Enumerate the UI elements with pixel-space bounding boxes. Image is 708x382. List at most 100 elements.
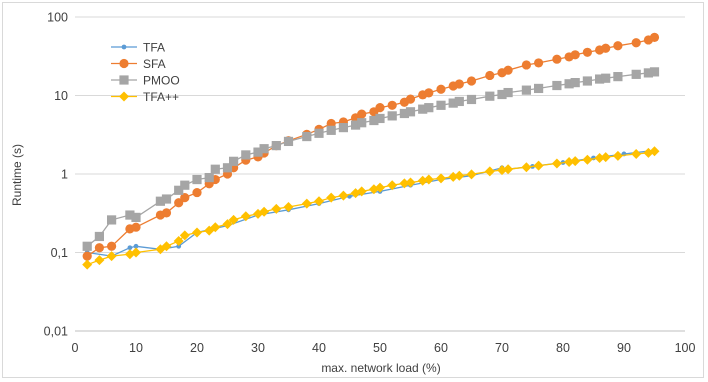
data-point bbox=[107, 242, 116, 251]
chart-frame: 0,01 0,1 1 10 100 0 10 20 30 40 50 60 70 80 90 100 Run… bbox=[2, 2, 704, 378]
data-point bbox=[571, 78, 580, 87]
legend-label: TFA++ bbox=[143, 90, 179, 104]
legend-entry-tfaplusplus: TFA++ bbox=[111, 90, 179, 104]
data-point bbox=[534, 58, 543, 67]
data-point bbox=[601, 74, 610, 83]
data-point bbox=[406, 94, 415, 103]
y-tick-label: 1 bbox=[61, 168, 68, 182]
data-point bbox=[229, 157, 238, 166]
x-tick-label: 60 bbox=[434, 341, 448, 355]
x-tick-label: 50 bbox=[373, 341, 387, 355]
data-point bbox=[272, 141, 281, 150]
data-point bbox=[436, 85, 445, 94]
data-point bbox=[180, 181, 189, 190]
data-point bbox=[388, 111, 397, 120]
data-point bbox=[504, 88, 513, 97]
data-point bbox=[613, 151, 623, 161]
series-line bbox=[87, 37, 654, 256]
data-point bbox=[552, 55, 561, 64]
data-point bbox=[119, 92, 129, 102]
data-point bbox=[455, 79, 464, 88]
data-point bbox=[357, 118, 366, 127]
data-point bbox=[83, 251, 92, 260]
runtime-chart: 0,010,1110100 0 10 20 30 40 50 60 70 80 90 100 Run… bbox=[3, 3, 703, 377]
data-point bbox=[424, 88, 433, 97]
data-point bbox=[241, 150, 250, 159]
data-point bbox=[192, 227, 202, 237]
data-point bbox=[485, 71, 494, 80]
data-point bbox=[436, 173, 446, 183]
data-point bbox=[632, 38, 641, 47]
data-point bbox=[521, 162, 531, 172]
x-axis-title: max. network load (%) bbox=[321, 361, 440, 375]
data-point bbox=[82, 260, 92, 270]
data-point bbox=[613, 41, 622, 50]
data-point bbox=[375, 114, 384, 123]
x-tick-label: 30 bbox=[251, 341, 265, 355]
data-point bbox=[107, 215, 116, 224]
data-point bbox=[522, 86, 531, 95]
data-point bbox=[192, 188, 201, 197]
data-point bbox=[534, 84, 543, 93]
data-point bbox=[650, 33, 659, 42]
legend-entry-pmoo: PMOO bbox=[111, 73, 180, 87]
data-point bbox=[467, 76, 476, 85]
data-point bbox=[601, 44, 610, 53]
x-tick-labels: 0 10 20 30 40 50 60 70 80 90 100 bbox=[72, 341, 696, 355]
data-point bbox=[94, 255, 104, 265]
data-point bbox=[241, 211, 251, 221]
x-tick-label: 20 bbox=[190, 341, 204, 355]
data-point bbox=[552, 81, 561, 90]
series-sfa bbox=[83, 33, 660, 261]
data-point bbox=[455, 97, 464, 106]
legend-label: SFA bbox=[143, 57, 166, 71]
data-point bbox=[119, 75, 128, 84]
data-point bbox=[436, 101, 445, 110]
x-tick-label: 80 bbox=[556, 341, 570, 355]
data-point bbox=[192, 175, 201, 184]
data-point bbox=[119, 59, 128, 68]
legend: TFA SFA PMOO TFA++ bbox=[111, 40, 180, 104]
data-point bbox=[454, 171, 464, 181]
data-point bbox=[631, 149, 641, 159]
data-point bbox=[504, 66, 513, 75]
data-point bbox=[570, 156, 580, 166]
legend-label: TFA bbox=[143, 40, 165, 54]
x-tick-label: 90 bbox=[617, 341, 631, 355]
data-point bbox=[95, 243, 104, 252]
x-tick-label: 70 bbox=[495, 341, 509, 355]
x-tick-label: 100 bbox=[675, 341, 696, 355]
data-point bbox=[406, 107, 415, 116]
data-point bbox=[375, 103, 384, 112]
series bbox=[82, 33, 659, 270]
data-point bbox=[284, 137, 293, 146]
data-point bbox=[583, 48, 592, 57]
data-point bbox=[162, 194, 171, 203]
data-point bbox=[260, 144, 269, 153]
data-point bbox=[211, 165, 220, 174]
data-point bbox=[503, 164, 513, 174]
y-axis-title: Runtime (s) bbox=[10, 144, 24, 206]
data-point bbox=[613, 72, 622, 81]
data-point bbox=[467, 95, 476, 104]
data-point bbox=[467, 169, 477, 179]
legend-entry-sfa: SFA bbox=[111, 57, 166, 71]
data-point bbox=[552, 159, 562, 169]
y-tick-label: 0,01 bbox=[44, 325, 68, 339]
legend-entry-tfa: TFA bbox=[111, 40, 165, 54]
x-tick-label: 40 bbox=[312, 341, 326, 355]
data-point bbox=[302, 132, 311, 141]
data-point bbox=[83, 242, 92, 251]
data-point bbox=[388, 101, 397, 110]
data-point bbox=[131, 213, 140, 222]
x-tick-label: 10 bbox=[129, 341, 143, 355]
series-tfaplusplus bbox=[82, 146, 659, 269]
data-point bbox=[95, 232, 104, 241]
data-point bbox=[327, 126, 336, 135]
y-tick-label: 0,1 bbox=[51, 246, 68, 260]
data-point bbox=[650, 67, 659, 76]
data-point bbox=[424, 103, 433, 112]
data-point bbox=[357, 109, 366, 118]
data-point bbox=[583, 76, 592, 85]
data-point bbox=[571, 50, 580, 59]
